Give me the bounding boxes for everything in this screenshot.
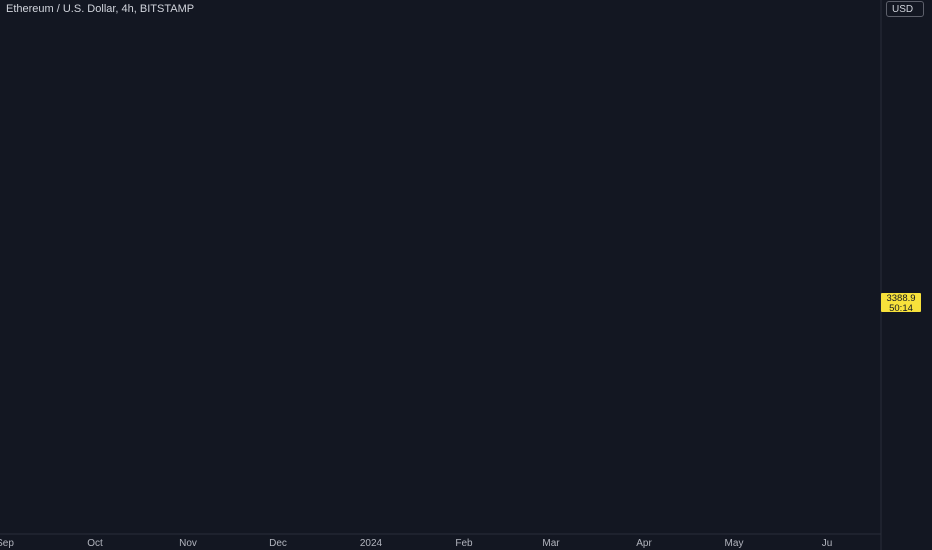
time-tick-label: 2024 (360, 538, 383, 549)
bar-countdown: 50:14 (889, 302, 913, 314)
last-price-badge: 3388.9 50:14 (881, 293, 921, 314)
time-axis[interactable]: Sep Oct Nov Dec 2024 Feb Mar Apr May Ju (0, 538, 832, 549)
time-tick-label: Oct (87, 538, 103, 549)
time-tick-label: Ju (822, 538, 833, 549)
time-tick-label: Nov (179, 538, 197, 549)
last-price-value: 3388.9 (886, 293, 916, 304)
symbol-title: Ethereum / U.S. Dollar, 4h, BITSTAMP (6, 3, 195, 15)
currency-unit-button[interactable]: USD (886, 1, 924, 17)
time-tick-label: Apr (636, 538, 652, 549)
time-tick-label: Dec (269, 538, 287, 549)
time-tick-label: May (725, 538, 744, 549)
time-tick-label: Mar (542, 538, 560, 549)
time-tick-label: Sep (0, 538, 14, 549)
time-tick-label: Feb (455, 538, 473, 549)
